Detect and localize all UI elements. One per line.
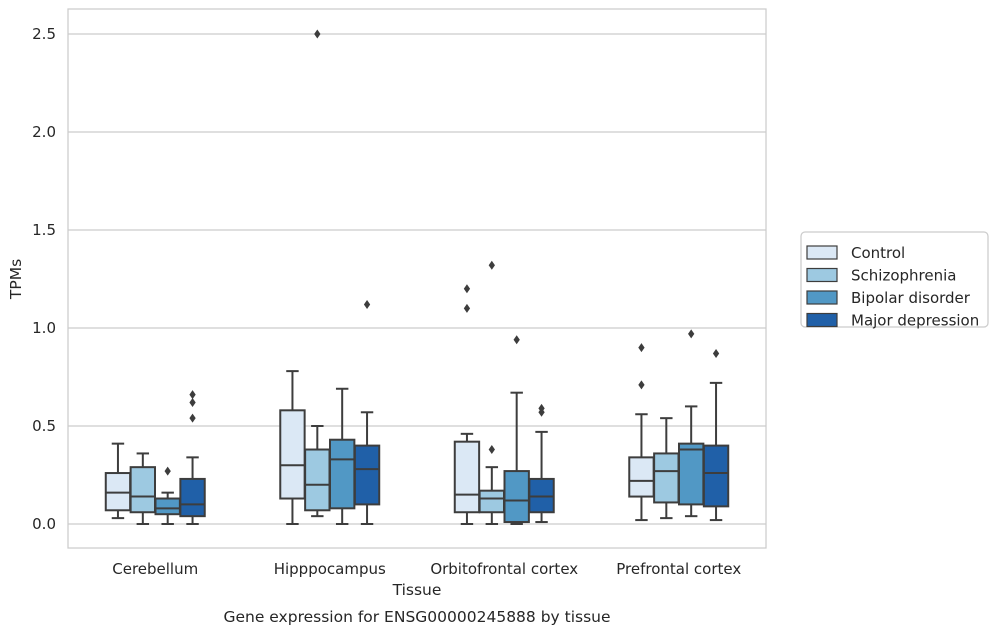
box-bipolar-disorder [154,466,181,525]
y-tick-label: 0.5 [32,417,56,435]
x-tick-label: Hipppocampus [274,560,386,578]
box-major-depression [179,390,206,525]
box-bipolar-disorder [677,329,705,518]
outlier-point [463,284,471,294]
box-iqr [304,448,331,512]
legend-swatch [806,312,838,328]
box-major-depression [702,348,730,522]
box-iqr [478,489,506,514]
box-iqr [677,442,705,506]
box-groups [104,29,730,525]
box-major-depression [528,403,555,524]
y-axis-label: TPMs [7,259,25,300]
legend: Control Schizophrenia Bipolar disorder Majo… [800,231,989,330]
legend-swatch [806,290,838,305]
box-iqr [328,438,356,510]
x-tick-label: Prefrontal cortex [616,560,741,578]
grid-lines [68,33,766,525]
box-major-depression [353,299,381,525]
x-tick-label: Cerebellum [112,560,198,578]
y-tick-label: 2.5 [32,25,56,43]
box-bipolar-disorder [503,335,530,525]
box-iqr [702,444,730,508]
box-iqr [453,440,481,514]
box-iqr [628,456,655,498]
box-control [104,442,132,520]
plot-frame [67,8,767,549]
outlier-point [538,403,545,413]
y-tick-label: 1.5 [32,221,56,239]
outlier-point [189,397,196,407]
box-control [628,343,655,522]
box-iqr [653,452,680,504]
outlier-point [189,413,196,423]
y-tick-label: 0.0 [32,515,56,533]
y-tick-label: 2.0 [32,123,56,141]
box-iqr [279,409,306,500]
outlier-point [638,380,645,390]
outlier-point [712,348,720,358]
y-tick-label: 1.0 [32,319,56,337]
legend-label: Major depression [851,312,979,330]
outlier-point [314,29,321,39]
box-control [453,284,481,525]
box-control [279,370,306,525]
legend-swatch [806,267,838,283]
outlier-point [463,303,471,313]
figure-caption: Gene expression for ENSG00000245888 by t… [223,608,610,626]
x-axis-label: Tissue [392,581,442,599]
outlier-point [488,445,495,455]
x-tick-labels: Cerebellum Hipppocampus Orbitofrontal cort… [112,560,741,578]
box-schizophrenia [653,417,680,520]
box-bipolar-disorder [328,387,356,525]
y-tick-labels: 0.0 0.5 1.0 1.5 2.0 2.5 [32,25,56,533]
box-iqr [154,497,181,516]
legend-label: Bipolar disorder [851,289,971,307]
outlier-point [189,390,196,400]
legend-frame [800,231,989,328]
x-tick-label: Orbitofrontal cortex [430,560,578,578]
box-iqr [503,470,530,524]
outlier-point [688,329,695,339]
legend-label: Schizophrenia [851,267,956,285]
outlier-point [638,343,645,353]
box-schizophrenia [478,260,506,525]
legend-label: Control [851,244,905,262]
box-iqr [129,466,157,514]
box-iqr [179,477,206,518]
box-iqr [353,444,381,506]
box-schizophrenia [129,452,157,525]
outlier-point [513,335,520,345]
legend-swatch [806,245,838,260]
outlier-point [363,299,371,309]
outlier-point [488,260,495,270]
box-schizophrenia [304,29,331,518]
outlier-point [164,466,171,476]
